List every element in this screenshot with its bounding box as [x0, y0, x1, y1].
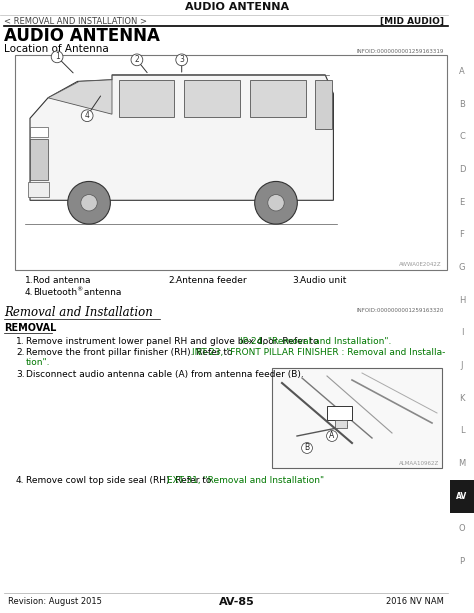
Text: EXT-31, "Removal and Installation": EXT-31, "Removal and Installation"	[167, 476, 325, 485]
Text: 3.: 3.	[292, 276, 301, 285]
Text: Remove cowl top side seal (RH). Refer to: Remove cowl top side seal (RH). Refer to	[26, 476, 214, 485]
Text: AUDIO ANTENNA: AUDIO ANTENNA	[4, 27, 160, 45]
Bar	[30, 126, 48, 137]
Text: INFOID:0000000001259163320: INFOID:0000000001259163320	[356, 308, 444, 313]
Text: L: L	[460, 427, 465, 435]
Circle shape	[268, 194, 284, 211]
Text: E: E	[459, 197, 465, 207]
Text: Rod antenna: Rod antenna	[33, 276, 91, 285]
Text: ®: ®	[76, 287, 82, 292]
Text: AUDIO ANTENNA: AUDIO ANTENNA	[185, 2, 289, 12]
Text: IP-24, "Removal and Installation".: IP-24, "Removal and Installation".	[240, 337, 391, 346]
Text: AV-85: AV-85	[219, 597, 255, 607]
Text: 4.: 4.	[16, 476, 25, 485]
Bar	[272, 368, 442, 468]
Circle shape	[255, 181, 297, 224]
Text: Removal and Installation: Removal and Installation	[4, 306, 153, 319]
Text: 4: 4	[85, 111, 90, 120]
Text: A: A	[329, 432, 335, 441]
Text: INFOID:0000000001259163319: INFOID:0000000001259163319	[356, 49, 444, 54]
Text: P: P	[459, 557, 465, 566]
Text: AV: AV	[456, 492, 468, 501]
Text: antenna: antenna	[81, 288, 121, 297]
Text: Audio unit: Audio unit	[300, 276, 346, 285]
Text: tion".: tion".	[26, 358, 51, 367]
Polygon shape	[48, 80, 112, 114]
Text: AWWA0E2042Z: AWWA0E2042Z	[400, 262, 442, 267]
Bar	[335, 420, 347, 428]
Text: 2: 2	[135, 55, 139, 64]
Bar	[15, 55, 447, 270]
Bar	[30, 139, 48, 180]
Circle shape	[68, 181, 110, 224]
Text: 4.: 4.	[25, 288, 34, 297]
Text: Remove the front pillar finisher (RH). Refer to: Remove the front pillar finisher (RH). R…	[26, 348, 236, 357]
Text: O: O	[459, 525, 465, 533]
Bar	[184, 80, 240, 116]
Text: Bluetooth: Bluetooth	[33, 288, 77, 297]
Bar	[450, 480, 474, 512]
Text: C: C	[459, 132, 465, 141]
Text: 3: 3	[179, 55, 184, 64]
Text: Revision: August 2015: Revision: August 2015	[8, 597, 102, 606]
Text: Remove instrument lower panel RH and glove box door. Refer to: Remove instrument lower panel RH and glo…	[26, 337, 321, 346]
Text: I: I	[461, 329, 463, 337]
Text: < REMOVAL AND INSTALLATION >: < REMOVAL AND INSTALLATION >	[4, 17, 147, 26]
Bar	[250, 80, 306, 116]
Text: H: H	[459, 295, 465, 305]
Text: REMOVAL: REMOVAL	[4, 323, 56, 333]
Polygon shape	[30, 75, 333, 200]
Text: J: J	[461, 361, 463, 370]
Text: K: K	[459, 394, 465, 403]
Text: 1.: 1.	[16, 337, 25, 346]
Text: Disconnect audio antenna cable (A) from antenna feeder (B).: Disconnect audio antenna cable (A) from …	[26, 370, 304, 379]
Text: M: M	[458, 459, 465, 468]
Text: [MID AUDIO]: [MID AUDIO]	[380, 17, 444, 26]
Bar	[327, 406, 352, 420]
Text: INT-23, "FRONT PILLAR FINISHER : Removal and Installa-: INT-23, "FRONT PILLAR FINISHER : Removal…	[191, 348, 445, 357]
Bar	[28, 182, 49, 197]
Text: 3.: 3.	[16, 370, 25, 379]
Circle shape	[81, 194, 97, 211]
Text: Location of Antenna: Location of Antenna	[4, 44, 109, 54]
Text: Antenna feeder: Antenna feeder	[176, 276, 246, 285]
Bar	[315, 80, 332, 129]
Text: D: D	[459, 165, 465, 174]
Text: B: B	[304, 443, 310, 452]
Text: ALMAA10962Z: ALMAA10962Z	[399, 461, 439, 466]
Bar	[118, 80, 174, 116]
Text: 2.: 2.	[16, 348, 25, 357]
Text: 1.: 1.	[25, 276, 34, 285]
Text: 2016 NV NAM: 2016 NV NAM	[386, 597, 444, 606]
Text: F: F	[460, 230, 465, 239]
Text: B: B	[459, 99, 465, 109]
Text: A: A	[459, 67, 465, 76]
Text: G: G	[459, 263, 465, 272]
Text: 2.: 2.	[168, 276, 176, 285]
Text: 1: 1	[55, 52, 59, 61]
